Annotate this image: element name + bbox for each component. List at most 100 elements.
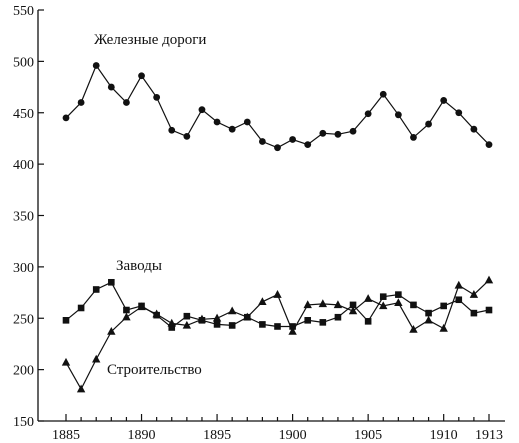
series-label-construction: Строительство xyxy=(107,362,202,378)
x-tick-label: 1895 xyxy=(203,428,231,443)
data-point-factories xyxy=(485,306,493,314)
data-point-factories xyxy=(259,321,266,328)
data-point-construction xyxy=(409,324,418,333)
data-point-railways xyxy=(379,90,387,98)
axes xyxy=(37,10,505,422)
data-point-railways xyxy=(485,141,493,149)
data-point-construction xyxy=(61,357,71,366)
data-point-factories xyxy=(410,301,417,309)
series-labels: Железные дороги Заводы Строительство xyxy=(94,32,206,378)
data-point-factories xyxy=(108,278,115,286)
data-point-factories xyxy=(379,293,387,300)
data-point-construction xyxy=(379,301,388,310)
data-point-factories xyxy=(213,321,221,328)
data-point-railways xyxy=(304,141,312,149)
data-point-construction xyxy=(288,327,297,335)
data-point-railways xyxy=(138,72,145,80)
data-point-railways xyxy=(243,118,251,126)
data-point-construction xyxy=(318,299,328,308)
y-tick-label: 450 xyxy=(13,107,34,122)
data-point-construction xyxy=(212,313,222,322)
data-point-construction xyxy=(439,323,448,332)
data-point-railways xyxy=(440,97,448,104)
data-point-construction xyxy=(303,300,312,309)
y-tick-label: 500 xyxy=(13,55,34,70)
y-tick-label: 150 xyxy=(13,415,34,430)
data-point-factories xyxy=(228,322,236,329)
data-point-railways xyxy=(334,130,342,138)
data-point-factories xyxy=(334,313,342,321)
data-point-construction xyxy=(122,312,131,321)
y-tick-label: 200 xyxy=(13,364,34,379)
data-point-factories xyxy=(319,319,327,326)
data-point-factories xyxy=(349,301,357,309)
x-tick-label: 1913 xyxy=(475,428,503,443)
data-point-construction xyxy=(469,290,479,298)
series-lines xyxy=(65,64,490,391)
data-point-railways xyxy=(364,110,372,118)
data-point-railways xyxy=(425,120,432,128)
data-point-railways xyxy=(213,118,221,126)
y-tick-label: 550 xyxy=(13,4,34,19)
x-tick-label: 1890 xyxy=(128,428,156,443)
y-tick-label: 300 xyxy=(13,261,34,276)
data-point-construction xyxy=(348,306,358,315)
data-point-factories xyxy=(123,306,130,314)
data-point-railways xyxy=(274,144,281,152)
data-point-factories xyxy=(440,302,447,310)
data-point-railways xyxy=(228,125,236,133)
data-point-construction xyxy=(107,327,116,335)
data-point-construction xyxy=(484,275,494,284)
data-point-construction xyxy=(424,315,433,324)
data-point-railways xyxy=(289,136,297,143)
data-point-factories xyxy=(274,323,281,330)
data-point-construction xyxy=(167,318,176,327)
data-point-factories xyxy=(425,309,432,317)
data-point-factories xyxy=(304,317,312,324)
data-point-railways xyxy=(258,138,266,145)
data-point-factories xyxy=(77,304,85,312)
data-point-railways xyxy=(410,134,417,141)
data-point-factories xyxy=(168,324,176,331)
series-line-factories xyxy=(65,281,490,329)
data-point-railways xyxy=(470,125,478,133)
data-point-construction xyxy=(152,309,161,318)
data-point-construction xyxy=(273,290,282,298)
y-tick-label: 350 xyxy=(13,210,34,225)
data-point-construction xyxy=(333,300,343,309)
data-point-railways xyxy=(198,106,206,114)
y-ticks: 150 200 250 300 350 400 450 500 550 xyxy=(13,4,44,430)
data-point-railways xyxy=(62,114,70,122)
x-tick-label: 1910 xyxy=(430,428,458,443)
data-point-railways xyxy=(77,99,85,106)
data-point-railways xyxy=(394,111,402,119)
data-point-construction xyxy=(76,384,86,393)
data-point-railways xyxy=(455,109,463,117)
data-point-factories xyxy=(455,296,463,304)
data-point-factories xyxy=(364,318,372,325)
data-point-construction xyxy=(197,314,207,323)
y-tick-label: 250 xyxy=(13,312,34,327)
data-point-railways xyxy=(153,93,161,101)
data-point-factories xyxy=(470,309,478,317)
data-point-construction xyxy=(137,302,146,311)
x-tick-label: 1900 xyxy=(279,428,307,443)
data-point-construction xyxy=(454,280,463,289)
data-point-factories xyxy=(395,291,402,298)
data-point-railways xyxy=(107,83,115,91)
data-point-railways xyxy=(349,127,357,135)
data-point-factories xyxy=(289,323,296,330)
x-tick-label: 1885 xyxy=(52,428,80,443)
series-line-railways xyxy=(65,64,490,149)
data-point-construction xyxy=(363,294,373,302)
series-label-factories: Заводы xyxy=(116,258,162,274)
y-tick-label: 400 xyxy=(13,158,34,173)
series-markers xyxy=(61,62,494,393)
data-point-construction xyxy=(182,320,192,329)
data-point-factories xyxy=(62,317,70,324)
data-point-construction xyxy=(258,297,267,306)
data-point-factories xyxy=(92,286,100,293)
data-point-construction xyxy=(243,312,252,321)
x-ticks: 1885 1890 1895 1900 1905 1910 1913 xyxy=(52,414,503,443)
